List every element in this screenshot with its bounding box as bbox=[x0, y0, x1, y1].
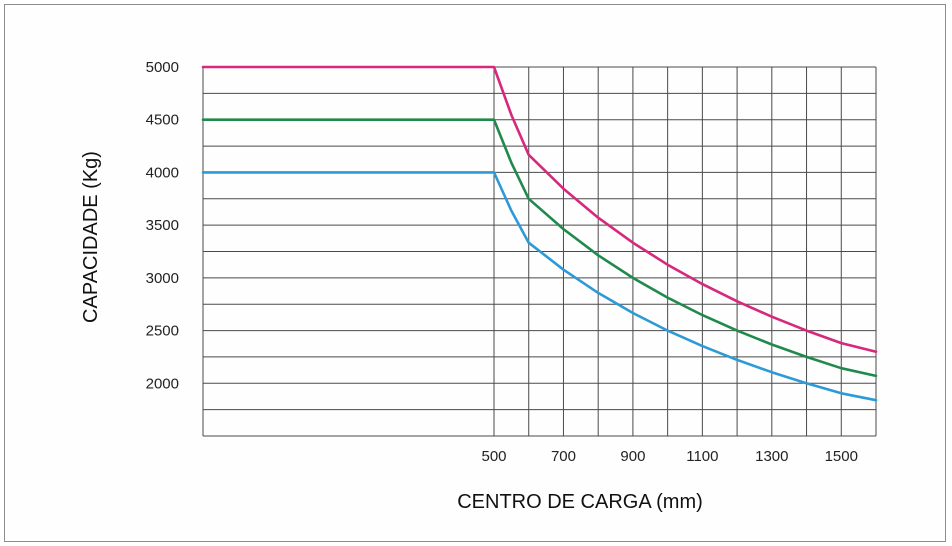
y-tick-label: 4500 bbox=[146, 112, 179, 129]
y-tick-label: 4000 bbox=[146, 164, 179, 181]
chart-frame: 2000 2500 3000 3500 4000 4500 5000 500 700 900 110… bbox=[4, 4, 946, 542]
y-tick-label: 2500 bbox=[146, 323, 179, 340]
x-tick-label: 1500 bbox=[825, 448, 858, 465]
y-axis-title: CAPACIDADE (Kg) bbox=[80, 151, 102, 323]
series-line-3 bbox=[201, 171, 878, 402]
series-line-2 bbox=[201, 118, 878, 378]
x-tick-label: 1100 bbox=[686, 448, 718, 465]
tick-labels: 2000 2500 3000 3500 4000 4500 5000 500 700 900 110… bbox=[146, 59, 858, 465]
series-lines bbox=[201, 65, 878, 402]
x-axis-title: CENTRO DE CARGA (mm) bbox=[457, 491, 703, 513]
x-tick-label: 500 bbox=[481, 448, 506, 465]
x-tick-label: 900 bbox=[620, 448, 645, 465]
y-tick-label: 3000 bbox=[146, 270, 179, 287]
capacity-chart: 2000 2500 3000 3500 4000 4500 5000 500 700 900 110… bbox=[80, 59, 878, 513]
y-tick-label: 3500 bbox=[146, 217, 179, 234]
y-tick-label: 5000 bbox=[146, 59, 179, 76]
x-tick-label: 700 bbox=[551, 448, 576, 465]
x-tick-label: 1300 bbox=[755, 448, 788, 465]
y-tick-label: 2000 bbox=[146, 375, 179, 392]
series-line-1 bbox=[201, 65, 878, 353]
